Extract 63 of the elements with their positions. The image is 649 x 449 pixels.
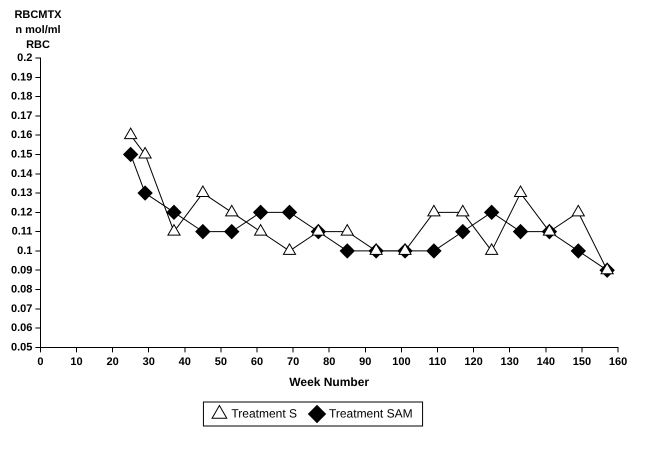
point — [254, 224, 268, 236]
point — [138, 186, 153, 201]
x-tick-label: 130 — [500, 356, 519, 368]
x-tick-label: 110 — [428, 356, 446, 368]
point — [484, 204, 500, 220]
point — [570, 243, 586, 258]
point — [340, 243, 355, 258]
point — [312, 224, 325, 236]
x-tick-label: 160 — [608, 356, 628, 368]
x-axis-title: Week Number — [289, 375, 370, 390]
point — [195, 224, 210, 240]
point — [225, 204, 238, 216]
x-tick-label: 60 — [250, 356, 264, 368]
point — [456, 204, 470, 216]
y-tick-label: 0.2 — [17, 52, 32, 64]
point — [166, 204, 182, 220]
y-tick-label: 0.1 — [17, 244, 32, 257]
x-tick-label: 20 — [106, 356, 119, 368]
point — [542, 224, 556, 236]
y-tick-label: 0.06 — [10, 322, 32, 334]
point — [514, 186, 528, 198]
point — [123, 146, 138, 162]
point — [124, 128, 138, 140]
legend-label: Treatment S — [231, 406, 297, 420]
x-tick-label: 40 — [178, 356, 191, 368]
legend-label: Treatment SAM — [329, 406, 413, 420]
point — [572, 204, 585, 216]
point — [196, 186, 210, 198]
point — [138, 146, 152, 158]
point — [455, 224, 470, 240]
x-tick-label: 30 — [142, 356, 155, 368]
x-tick-label: 100 — [392, 356, 411, 368]
x-tick-label: 80 — [323, 356, 336, 368]
y-tick-label: 0.13 — [10, 187, 32, 200]
point — [282, 204, 297, 220]
x-tick-label: 0 — [37, 356, 44, 368]
point — [427, 204, 440, 216]
y-tick-label: 0.05 — [10, 341, 32, 354]
x-tick-label: 120 — [464, 356, 483, 368]
point — [224, 224, 240, 240]
x-tick-label: 50 — [214, 356, 228, 368]
y-axis-title: RBCMTX n mol/ml RBC — [13, 8, 63, 53]
point — [513, 224, 528, 240]
point — [340, 224, 354, 236]
y-tick-label: 0.07 — [10, 302, 32, 315]
point — [253, 204, 268, 220]
point — [426, 243, 442, 258]
y-tick-label: 0.18 — [10, 90, 32, 103]
y-tick-label: 0.12 — [10, 206, 32, 218]
y-tick-label: 0.17 — [10, 110, 32, 122]
y-tick-label: 0.09 — [10, 264, 32, 276]
x-tick-label: 140 — [536, 356, 555, 368]
y-tick-label: 0.14 — [10, 168, 34, 180]
x-tick-label: 150 — [572, 356, 592, 368]
y-tick-label: 0.15 — [10, 148, 32, 160]
y-tick-label: 0.16 — [10, 129, 32, 142]
x-tick-label: 10 — [70, 356, 83, 368]
x-tick-label: 70 — [286, 356, 300, 368]
x-tick-label: 90 — [359, 356, 372, 368]
y-tick-label: 0.11 — [12, 226, 32, 238]
y-tick-label: 0.08 — [10, 284, 32, 296]
point — [167, 224, 181, 236]
y-tick-label: 0.19 — [10, 71, 32, 84]
